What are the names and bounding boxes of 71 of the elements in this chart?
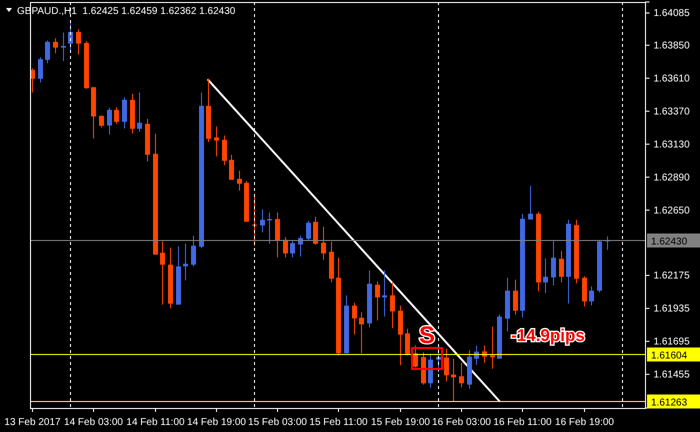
candlestick <box>359 312 364 354</box>
y-tick-label: 1.61695 <box>654 336 690 348</box>
candlestick <box>428 353 433 388</box>
candlestick <box>290 240 295 258</box>
x-tick-label: 15 Feb 03:00 <box>248 417 308 428</box>
candlestick <box>122 96 127 130</box>
ref-line-label: 1.61604 <box>651 350 688 362</box>
candlestick <box>451 358 456 402</box>
candlestick <box>582 276 587 307</box>
candlestick <box>589 286 594 306</box>
candlestick <box>53 38 58 54</box>
y-tick-label: 1.63130 <box>654 139 690 150</box>
candlestick <box>267 212 272 244</box>
candlestick <box>382 270 387 317</box>
candlestick <box>191 235 196 267</box>
candlestick <box>559 250 564 283</box>
candlestick <box>306 220 311 242</box>
candlestick <box>76 28 81 56</box>
ref-line-label: 1.62430 <box>651 236 688 248</box>
candlestick <box>107 107 112 135</box>
x-tick-label: 14 Feb 03:00 <box>64 417 124 428</box>
candlestick <box>390 282 395 329</box>
annotation: S <box>418 322 436 349</box>
candlestick <box>229 154 234 180</box>
candlestick <box>543 258 548 294</box>
x-tick-label: 13 Feb 2017 <box>4 417 62 428</box>
annotation: -14.9pips <box>511 326 585 345</box>
candlestick <box>513 279 518 316</box>
candlestick <box>38 56 43 84</box>
x-tick-label: 16 Feb 19:00 <box>555 417 614 428</box>
candlestick <box>398 305 403 366</box>
y-tick-label: 1.61455 <box>654 370 690 381</box>
candlestick <box>160 240 165 306</box>
candlestick <box>375 280 380 321</box>
candlestick <box>405 328 410 356</box>
y-tick-label: 1.63610 <box>654 73 690 84</box>
candlestick <box>444 348 449 382</box>
candlestick <box>99 114 104 128</box>
ref-line-label: 1.61263 <box>651 398 688 408</box>
y-tick-label: 1.62175 <box>654 270 690 282</box>
y-tick-label: 1.63850 <box>654 40 690 52</box>
candlestick <box>214 126 219 157</box>
x-tick-label: 14 Feb 19:00 <box>187 417 246 428</box>
y-tick-label: 1.61935 <box>654 304 690 315</box>
candlestick <box>283 236 288 258</box>
candlestick <box>137 92 142 132</box>
candlestick <box>459 362 464 388</box>
candlestick <box>313 216 318 246</box>
candlestick <box>528 185 533 220</box>
candlestick <box>222 135 227 166</box>
candlestick <box>551 240 556 286</box>
candlestick <box>114 106 119 124</box>
x-tick-label: 14 Feb 11:00 <box>126 417 186 428</box>
candlestick <box>275 212 280 258</box>
candlestick <box>237 170 242 192</box>
y-tick-label: 1.62890 <box>654 172 690 184</box>
candlestick <box>413 344 418 368</box>
x-tick-label: 16 Feb 03:00 <box>432 417 492 428</box>
candlestick <box>183 243 188 281</box>
x-tick-label: 16 Feb 11:00 <box>493 417 552 428</box>
candlestick <box>61 32 66 62</box>
y-tick-label: 1.63370 <box>654 106 690 118</box>
candlestick <box>321 226 326 260</box>
candlestick <box>260 209 265 233</box>
x-tick-label: 15 Feb 19:00 <box>371 417 430 428</box>
y-tick-label: 1.62650 <box>654 205 690 216</box>
candlestick <box>352 302 357 336</box>
candlestick <box>490 326 495 370</box>
x-tick-label: 15 Feb 11:00 <box>309 417 368 428</box>
candlestick <box>45 40 50 64</box>
y-tick-label: 1.64085 <box>654 8 690 20</box>
